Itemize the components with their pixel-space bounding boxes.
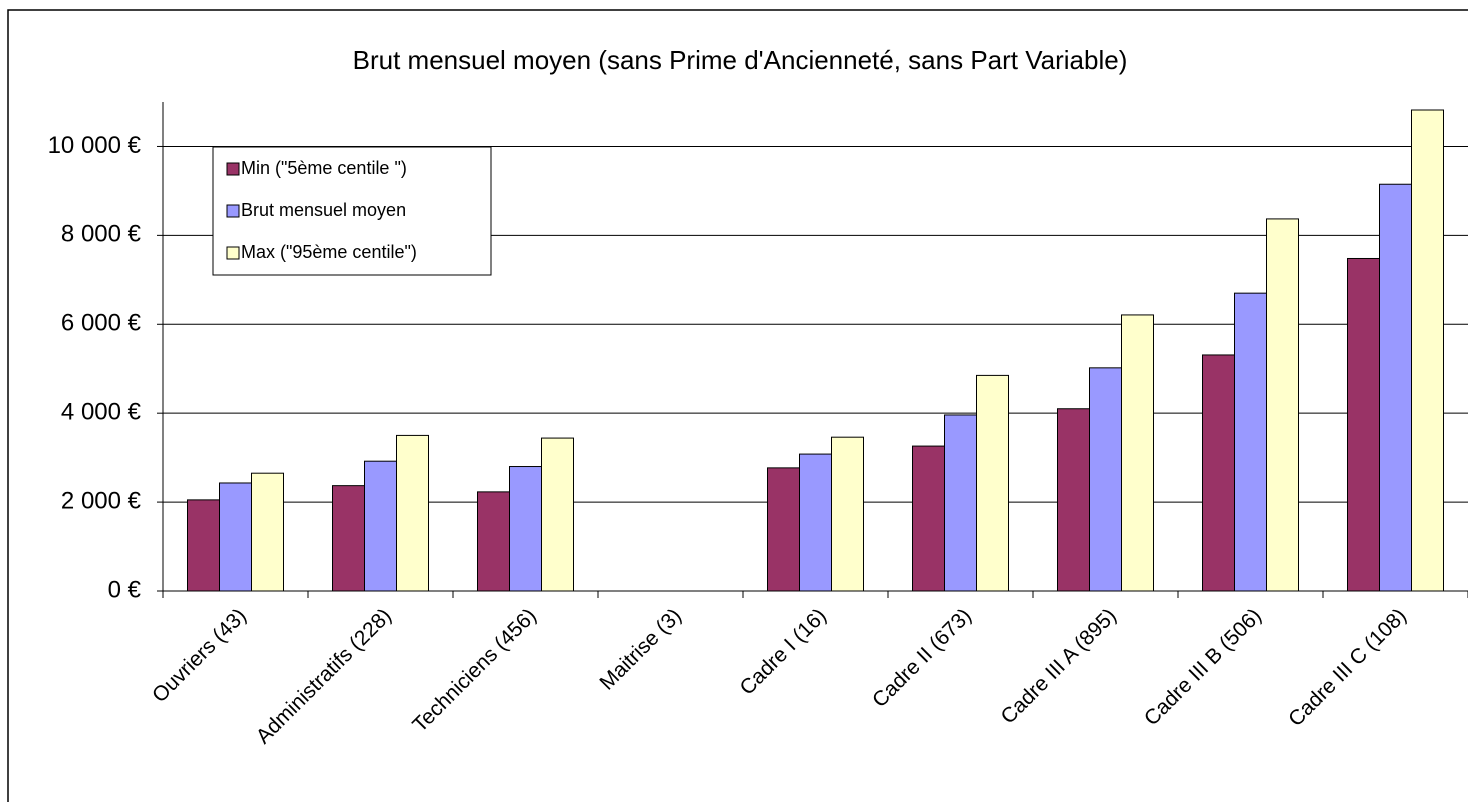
bar: [944, 414, 977, 592]
bar: [364, 460, 397, 592]
y-tick-label: 10 000 €: [48, 132, 142, 159]
y-tick-label: 0 €: [108, 576, 142, 603]
bar: [1347, 257, 1380, 592]
bar: [251, 472, 284, 592]
chart-title: Brut mensuel moyen (sans Prime d'Ancienn…: [353, 45, 1128, 75]
y-tick-label: 4 000 €: [61, 399, 142, 426]
legend-label: Min ("5ème centile "): [241, 158, 407, 178]
legend-swatch: [226, 204, 240, 218]
bar: [831, 436, 864, 592]
legend-label: Brut mensuel moyen: [241, 200, 406, 220]
legend-box: [212, 146, 492, 276]
bar: [912, 445, 945, 592]
legend-swatch: [226, 162, 240, 176]
bar: [1411, 109, 1444, 592]
bar: [976, 374, 1009, 592]
bar: [1057, 408, 1090, 592]
bar: [1121, 314, 1154, 592]
legend-swatch: [226, 246, 240, 260]
bar: [1202, 354, 1235, 592]
bar: [187, 499, 220, 592]
bar: [767, 467, 800, 592]
bar: [541, 437, 574, 592]
bar: [1234, 292, 1267, 592]
bar: [219, 482, 252, 592]
bar: [1379, 183, 1412, 592]
y-tick-label: 8 000 €: [61, 221, 142, 248]
bar: [477, 491, 510, 592]
bar: [332, 485, 365, 592]
bar: [799, 453, 832, 592]
bar: [1266, 218, 1299, 592]
y-tick-label: 6 000 €: [61, 310, 142, 337]
bar: [396, 434, 429, 592]
legend-label: Max ("95ème centile"): [241, 242, 417, 262]
bar: [1089, 367, 1122, 592]
y-tick-label: 2 000 €: [61, 487, 142, 514]
bar: [509, 466, 542, 592]
